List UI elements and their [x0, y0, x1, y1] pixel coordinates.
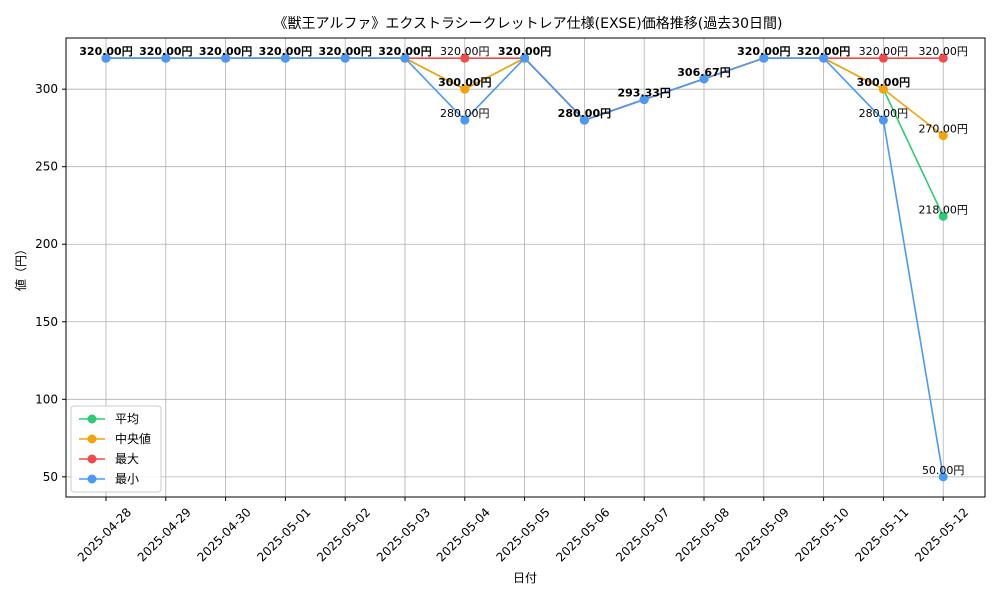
- x-tick-label: 2025-05-04: [434, 505, 493, 564]
- data-label: 320.00円: [918, 45, 968, 58]
- data-label: 280.00円: [558, 107, 611, 120]
- data-point: [280, 53, 290, 63]
- legend-marker: [87, 474, 97, 484]
- series-layer: [101, 53, 948, 482]
- data-point: [878, 115, 888, 125]
- data-label: 300.00円: [438, 76, 491, 89]
- x-tick-label: 2025-05-06: [553, 505, 612, 564]
- data-label: 50.00円: [922, 464, 965, 477]
- data-label: 300.00円: [857, 76, 910, 89]
- data-point: [699, 74, 709, 84]
- data-point: [938, 53, 948, 63]
- data-point: [878, 84, 888, 94]
- data-label: 320.00円: [859, 45, 909, 58]
- y-tick-label: 100: [35, 392, 58, 406]
- data-label: 320.00円: [378, 45, 431, 58]
- legend-label: 最小: [115, 472, 139, 486]
- x-tick-label: 2025-05-12: [912, 505, 971, 564]
- data-point: [938, 211, 948, 221]
- legend-box: [70, 405, 162, 493]
- x-tick-label: 2025-05-02: [314, 505, 373, 564]
- data-label: 320.00円: [79, 45, 132, 58]
- x-tick-label: 2025-05-10: [793, 505, 852, 564]
- data-point: [819, 53, 829, 63]
- grid: [66, 38, 985, 497]
- x-tick-label: 2025-04-29: [135, 505, 194, 564]
- x-tick-label: 2025-05-05: [494, 505, 553, 564]
- data-point: [460, 84, 470, 94]
- x-tick-label: 2025-05-07: [613, 505, 672, 564]
- x-tick-label: 2025-04-30: [195, 505, 254, 564]
- data-point: [878, 53, 888, 63]
- data-label: 320.00円: [318, 45, 371, 58]
- data-point: [938, 472, 948, 482]
- data-point: [639, 95, 649, 105]
- legend-marker: [87, 434, 97, 444]
- data-label: 320.00円: [199, 45, 252, 58]
- chart-title: 《獣王アルファ》エクストラシークレットレア仕様(EXSE)価格推移(過去30日間…: [274, 16, 783, 32]
- data-point: [101, 53, 111, 63]
- legend-entry: 平均: [79, 412, 139, 426]
- legend-label: 平均: [115, 412, 139, 426]
- data-label: 306.67円: [677, 66, 730, 79]
- y-tick-label: 250: [35, 160, 58, 174]
- y-tick-label: 50: [43, 470, 58, 484]
- data-label: 280.00円: [859, 107, 909, 120]
- data-point: [938, 131, 948, 141]
- data-label: 320.00円: [797, 45, 850, 58]
- data-point: [400, 53, 410, 63]
- legend-marker: [87, 414, 97, 424]
- x-tick-label: 2025-04-28: [75, 505, 134, 564]
- data-label: 320.00円: [259, 45, 312, 58]
- y-tick-label: 200: [35, 237, 58, 251]
- legend-marker: [87, 454, 97, 464]
- data-label: 280.00円: [440, 107, 490, 120]
- data-point: [579, 115, 589, 125]
- point-labels: 320.00円 320.00円 320.00円 320.00円 320.00円 320.0…: [79, 45, 968, 477]
- data-label: 320.00円: [440, 45, 490, 58]
- legend-label: 最大: [115, 452, 139, 466]
- data-point: [460, 53, 470, 63]
- x-tick-label: 2025-05-03: [374, 505, 433, 564]
- data-label: 320.00円: [737, 45, 790, 58]
- data-point: [161, 53, 171, 63]
- x-tick-label: 2025-05-08: [673, 505, 732, 564]
- data-label: 320.00円: [498, 45, 551, 58]
- data-label: 218.00円: [918, 203, 968, 216]
- legend-entry: 中央値: [79, 431, 151, 446]
- series-3: [101, 53, 948, 482]
- y-tick-label: 150: [35, 315, 58, 329]
- y-axis-label: 値（円）: [13, 243, 28, 291]
- legend-entry: 最小: [79, 472, 139, 486]
- plot-frame: [65, 37, 986, 498]
- data-label: 293.33円: [617, 87, 670, 100]
- x-tick-label: 2025-05-01: [254, 505, 313, 564]
- data-point: [221, 53, 231, 63]
- data-point: [340, 53, 350, 63]
- data-point: [520, 53, 530, 63]
- data-label: 270.00円: [918, 123, 968, 136]
- legend-label: 中央値: [115, 431, 151, 446]
- x-axis-label: 日付: [513, 571, 537, 585]
- data-point: [460, 115, 470, 125]
- x-tick-label: 2025-05-09: [733, 505, 792, 564]
- data-label: 320.00円: [139, 45, 192, 58]
- x-tick-label: 2025-05-11: [852, 505, 911, 564]
- legend-entry: 最大: [79, 452, 139, 466]
- data-point: [759, 53, 769, 63]
- y-tick-label: 300: [35, 82, 58, 96]
